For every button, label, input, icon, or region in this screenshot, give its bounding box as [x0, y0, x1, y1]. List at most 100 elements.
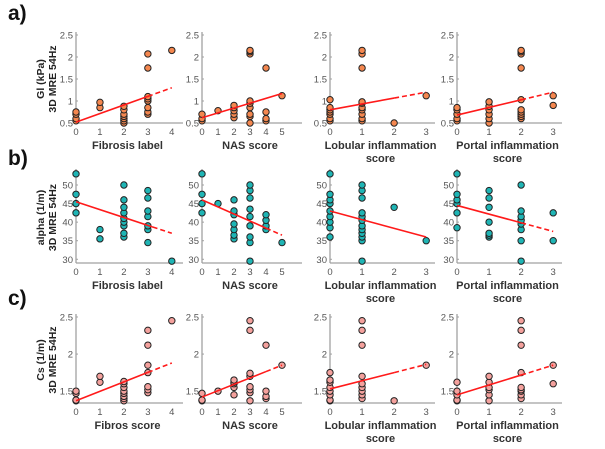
data-point [230, 196, 238, 204]
data-point [198, 396, 206, 404]
y-axis-label: 3D MRE 54Hz [47, 45, 59, 112]
x-tick-label: 3 [145, 407, 150, 418]
data-point [326, 368, 334, 377]
data-point [485, 229, 493, 237]
y-tick-label: 1.5 [314, 75, 327, 86]
data-point [358, 326, 366, 335]
x-axis-label: score [493, 153, 522, 165]
x-axis-label: Lobular inflammation [325, 420, 437, 432]
data-point [96, 225, 104, 234]
fit-line [456, 99, 522, 116]
y-axis-label: Gl (kPa) [35, 59, 47, 99]
y-tick-label: 2.5 [441, 31, 454, 42]
y-tick-label: 2.5 [60, 313, 73, 324]
data-point [422, 237, 430, 245]
y-tick-label: 2 [322, 350, 327, 361]
x-tick-label: 2 [518, 407, 523, 418]
data-point [246, 326, 254, 335]
data-point [144, 64, 152, 72]
panel-label: a) [8, 2, 27, 25]
x-axis-label: Fibros score [94, 420, 160, 432]
x-axis-label: Lobular inflammation [325, 280, 437, 292]
data-point [144, 361, 152, 369]
data-point [517, 181, 525, 189]
data-point [549, 101, 557, 110]
data-point [96, 98, 104, 107]
data-point [262, 108, 270, 116]
data-point [517, 46, 525, 55]
fit-line [75, 200, 153, 228]
x-axis-label: score [493, 433, 522, 445]
data-point [453, 190, 461, 198]
data-point [358, 194, 366, 202]
y-tick-label: 2.5 [186, 313, 199, 324]
data-point [120, 203, 128, 211]
data-point [120, 229, 128, 237]
data-point [326, 170, 334, 178]
data-point [168, 46, 176, 55]
data-point [517, 383, 525, 392]
data-point [517, 341, 525, 349]
data-point [358, 372, 366, 381]
data-point [358, 257, 366, 265]
data-point [144, 341, 152, 349]
x-tick-label: 0 [327, 407, 332, 418]
x-tick-label: 0 [73, 267, 78, 278]
x-tick-label: 5 [279, 407, 284, 418]
y-tick-label: 35 [316, 236, 327, 247]
data-point [517, 257, 525, 265]
data-point [358, 317, 366, 325]
x-axis-label: score [366, 293, 395, 305]
fit-line-dashed [265, 227, 283, 236]
fit-line [201, 92, 283, 119]
data-point [517, 317, 525, 325]
data-point [144, 194, 152, 202]
y-tick-label: 2 [194, 53, 199, 64]
data-point [517, 237, 525, 245]
fit-line [201, 199, 267, 229]
row-c: c)Cs (1/m) 3D MRE 54Hz 1.522.50 1 2 3 4Fibros … [8, 287, 562, 445]
data-point [72, 170, 80, 178]
x-tick-label: 3 [551, 267, 556, 278]
y-tick-label: 2.5 [60, 31, 73, 42]
data-point [144, 103, 152, 112]
data-point [485, 372, 493, 381]
data-point [198, 170, 206, 178]
panel-label: c) [8, 287, 27, 310]
fit-line [456, 374, 522, 396]
data-point [168, 257, 176, 265]
data-point [485, 186, 493, 195]
y-tick-label: 30 [443, 255, 454, 266]
data-point [262, 64, 270, 72]
data-point [246, 110, 254, 118]
x-tick-label: 3 [551, 127, 556, 138]
data-point [246, 194, 254, 202]
data-point [453, 209, 461, 217]
y-tick-label: 35 [443, 236, 454, 247]
data-point [517, 64, 525, 72]
data-point [390, 203, 398, 211]
subplot: 0.5 1 1.5 2 2.5 0 1 2 3 4 Fibrosis label [60, 31, 183, 152]
y-tick-label: 2 [449, 53, 454, 64]
data-point [144, 186, 152, 195]
x-axis-label: Fibrosis label [92, 280, 163, 292]
x-tick-label: 4 [169, 407, 174, 418]
fit-line-dashed [147, 362, 173, 374]
x-tick-label: 0 [327, 127, 332, 138]
fit-line-dashed [152, 226, 173, 235]
y-tick-label: 2 [194, 350, 199, 361]
y-tick-label: 35 [62, 236, 73, 247]
y-tick-label: 0.5 [60, 119, 73, 130]
panel-label: b) [8, 147, 28, 170]
x-tick-label: 0 [454, 407, 459, 418]
data-point [453, 170, 461, 178]
data-point [517, 207, 525, 215]
x-tick-label: 3 [247, 127, 252, 138]
data-point [72, 209, 80, 217]
data-point [358, 209, 366, 217]
y-axis-label: 3D MRE 54Hz [47, 326, 59, 393]
y-tick-label: 2 [449, 350, 454, 361]
x-tick-label: 4 [263, 267, 268, 278]
x-tick-label: 1 [359, 407, 364, 418]
x-tick-label: 3 [247, 267, 252, 278]
